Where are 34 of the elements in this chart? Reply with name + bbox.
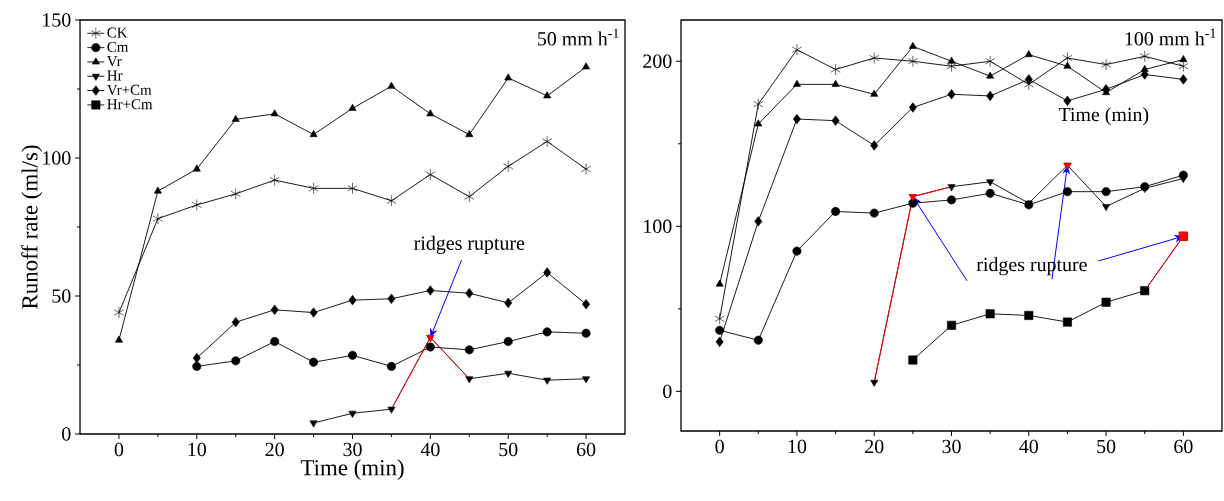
legend-label: Cm bbox=[107, 41, 129, 52]
x-tick-label: 50 bbox=[1097, 439, 1116, 454]
x-tick-label: 50 bbox=[499, 442, 518, 457]
x-tick-label: 40 bbox=[1019, 439, 1038, 454]
x-tick-label: 60 bbox=[576, 442, 596, 457]
annotation: ridges rupture bbox=[976, 257, 1087, 276]
y-tick-label: 0 bbox=[663, 384, 672, 399]
x-tick-label: 30 bbox=[942, 439, 961, 454]
annotation: ridges rupture bbox=[414, 235, 525, 254]
x-tick-label: 20 bbox=[265, 442, 284, 457]
y-tick-label: 100 bbox=[644, 219, 672, 234]
x-axis-title: Time (min) bbox=[300, 459, 404, 481]
annotation: Time (min) bbox=[1058, 107, 1149, 126]
x-tick-label: 60 bbox=[1174, 439, 1193, 454]
y-tick-label: 100 bbox=[43, 151, 71, 165]
chart-title: 50 mm h$^{-1}$ bbox=[538, 28, 619, 46]
x-tick-label: 30 bbox=[343, 442, 362, 457]
y-axis-title: Runoff rate (ml/s) bbox=[21, 145, 43, 309]
x-tick-label: 10 bbox=[788, 439, 807, 454]
y-tick-label: 150 bbox=[43, 13, 71, 27]
legend-label: Hr bbox=[107, 70, 123, 81]
x-tick-label: 40 bbox=[420, 442, 440, 457]
chart-title: 100 mm h$^{-1}$ bbox=[1125, 28, 1216, 46]
x-tick-label: 0 bbox=[114, 442, 124, 457]
y-tick-label: 50 bbox=[52, 289, 71, 303]
x-tick-label: 10 bbox=[188, 442, 206, 457]
x-tick-label: 0 bbox=[715, 439, 724, 454]
y-tick-label: 0 bbox=[62, 427, 71, 441]
y-tick-label: 200 bbox=[643, 54, 672, 68]
legend-label: Hr+Cm bbox=[107, 99, 153, 110]
legend-label: CK bbox=[107, 27, 128, 38]
x-tick-label: 20 bbox=[865, 439, 884, 454]
legend-label: Vr bbox=[106, 56, 122, 67]
legend-label: Vr+Cm bbox=[106, 84, 152, 95]
